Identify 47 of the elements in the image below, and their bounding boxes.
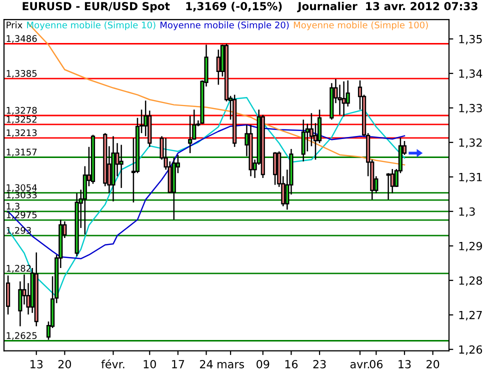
y-tick-label: 1,31 [459,172,482,182]
x-tick-label: 23 [313,360,326,368]
ref-line-label: 1,3054 [6,184,37,192]
y-tick-label: 1,28 [459,276,482,286]
y-tick-label: 1,3 [459,207,475,217]
y-tick-label: 1,27 [459,310,482,320]
candlestick [386,172,390,200]
line-series [7,96,406,298]
ref-line-label: 1,3213 [6,129,37,138]
candlestick [188,115,192,154]
x-tick-label: 06 [370,360,383,368]
ref-line-label: 1,2625 [6,332,37,340]
text: Moyenne mobile (Simple 100) [294,21,428,30]
candlestick [301,119,306,162]
line-series [7,124,406,260]
ref-line-label: 1,3033 [6,191,37,200]
x-tick-label: 24 [200,360,213,368]
ref-line-label: 1,3278 [6,106,37,115]
x-tick-label: 16 [285,360,298,368]
ref-line-label: 1,3252 [6,116,36,124]
x-tick-label: 13 [30,360,43,368]
x-tick-label: févr. [101,359,124,368]
ref-line-label: 1,3157 [6,148,37,156]
x-tick-label: 10 [144,360,156,368]
ref-line-label: 1,3385 [6,70,37,78]
x-tick-label: avr. [350,362,370,368]
candlestick [273,151,278,186]
x-tick-label: 20 [58,360,72,368]
y-tick-label: 1,26 [459,345,482,355]
y-tick-label: 1,34 [459,69,482,79]
text: Prix [6,21,22,28]
x-tick-label: 09 [256,360,270,368]
ref-line-label: 1,3486 [6,35,37,43]
chart-title: EURUSD - EUR/USD Spot 1,3169 (-0,15%) Journalier 13 avr. 2012 07:33 [22,2,478,12]
y-tick-label: 1,29 [459,242,482,252]
x-tick-label: 13 [398,360,411,368]
candlestick [342,80,346,118]
text: Moyenne mobile (Simple 20) [160,21,289,30]
y-tick-label: 1,32 [459,138,482,148]
x-tick-label: 20 [426,360,440,368]
y-tick-label: 1,35 [459,34,482,44]
ref-line-label: 1,3 [6,202,20,211]
y-tick-label: 1,33 [459,104,482,114]
x-tick-label: 17 [172,360,184,368]
candlestick [119,144,124,189]
x-tick-label: mars [218,362,244,368]
candlestick [216,48,220,86]
